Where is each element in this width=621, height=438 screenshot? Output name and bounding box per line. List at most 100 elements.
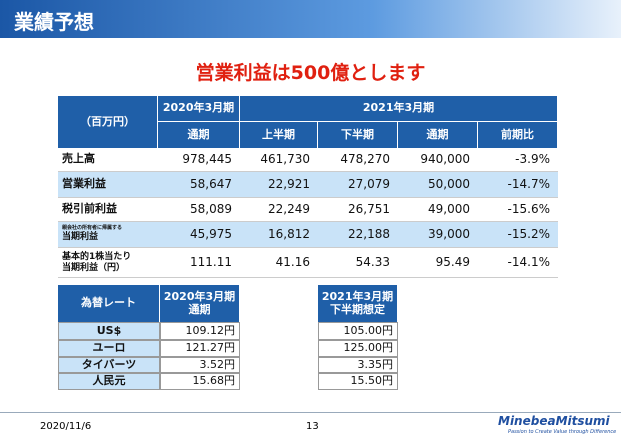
cell-text: タイバーツ — [81, 357, 137, 371]
cell-text: 2021年3月期 — [321, 289, 394, 303]
fx-label: 人民元 — [58, 373, 160, 390]
column-header: 下半期 — [318, 122, 398, 148]
subtitle: 営業利益は500億とします — [195, 62, 426, 84]
cell: -3.9% — [478, 148, 558, 172]
cell-text: 当期利益（円） — [62, 262, 126, 273]
cell-text: -15.2% — [507, 226, 550, 241]
cell-text: （百万円） — [80, 114, 135, 128]
row-label: 税引前利益 — [58, 198, 158, 222]
cell: 22,921 — [240, 172, 318, 198]
fx-next: 3.35円 — [318, 357, 398, 373]
cell: -15.6% — [478, 198, 558, 222]
cell: 45,975 — [158, 222, 240, 248]
cell-text: ユーロ — [92, 341, 126, 355]
cell-text: 58,647 — [190, 176, 232, 191]
cell-text: 478,270 — [340, 151, 390, 166]
row-label: 親会社の所有者に帰属する 当期利益 — [58, 222, 158, 248]
cell-text: 2020年3月期 — [163, 289, 236, 303]
title: 業績予想 — [14, 10, 94, 34]
cell-text: 461,730 — [260, 151, 310, 166]
cell: 978,445 — [158, 148, 240, 172]
cell-text: 前期比 — [501, 127, 534, 141]
cell-text: 22,249 — [268, 201, 310, 216]
cell-text: 41.16 — [275, 254, 310, 269]
row-label: 売上高 — [58, 148, 158, 172]
cell-text: 105.00円 — [343, 323, 394, 337]
column-header: 通期 — [158, 122, 240, 148]
cell-text: 上半期 — [262, 127, 295, 141]
cell: 41.16 — [240, 248, 318, 278]
fx-next-header: 2021年3月期 下半期想定 — [318, 285, 398, 322]
cell-text: 下半期 — [341, 127, 374, 141]
cell: 39,000 — [398, 222, 478, 248]
cell-text: -15.6% — [507, 201, 550, 216]
cell-text: 人民元 — [92, 374, 126, 388]
cell-text: -14.1% — [507, 254, 550, 269]
cell-text: 22,921 — [268, 176, 310, 191]
cell-text: 下半期想定 — [330, 302, 385, 316]
cell-text: 売上高 — [62, 152, 95, 166]
cell-text: 2020年3月期 — [162, 101, 235, 115]
cell-text: 125.00円 — [343, 341, 394, 355]
cell: -14.1% — [478, 248, 558, 278]
cell-text: 22,188 — [348, 226, 390, 241]
footer-line — [0, 412, 621, 413]
cell-text: 95.49 — [435, 254, 470, 269]
cell-text: 27,079 — [348, 176, 390, 191]
cell-text: 111.11 — [190, 254, 232, 269]
cell-text: 3.35円 — [357, 357, 394, 371]
cell-text: 営業利益 — [62, 177, 106, 191]
fx-next: 125.00円 — [318, 340, 398, 357]
cell: 27,079 — [318, 172, 398, 198]
cell: 111.11 — [158, 248, 240, 278]
cell: 478,270 — [318, 148, 398, 172]
cell-text: -14.7% — [507, 176, 550, 191]
fx-next: 105.00円 — [318, 322, 398, 340]
cell-text: 940,000 — [420, 151, 470, 166]
cell-text: 58,089 — [190, 201, 232, 216]
fx-next: 15.50円 — [318, 373, 398, 390]
cell-text: US$ — [96, 323, 122, 337]
fx-prev: 3.52円 — [160, 357, 240, 373]
cell-text: 109.12円 — [185, 323, 236, 337]
cell: 461,730 — [240, 148, 318, 172]
cell-text: 通期 — [426, 127, 449, 141]
cell-text: 税引前利益 — [62, 202, 117, 216]
cell-text: 15.68円 — [192, 374, 236, 388]
cell-text: 26,751 — [348, 201, 390, 216]
row-label: 営業利益 — [58, 172, 158, 198]
fx-label-header: 為替レート — [58, 285, 160, 322]
fx-prev: 15.68円 — [160, 373, 240, 390]
date: 2020/11/6 — [40, 421, 92, 432]
cell: 58,089 — [158, 198, 240, 222]
row-label: 基本的1株当たり 当期利益（円） — [58, 248, 158, 278]
cell: 58,647 — [158, 172, 240, 198]
cell-text: 為替レート — [81, 296, 136, 310]
cell: 49,000 — [398, 198, 478, 222]
header-bar — [0, 0, 621, 38]
next-year-header: 2021年3月期 — [240, 96, 558, 122]
cell-text: 通期 — [187, 127, 210, 141]
cell-text: 2021年3月期 — [362, 101, 435, 115]
fx-label: US$ — [58, 322, 160, 340]
cell-text: 54.33 — [355, 254, 390, 269]
cell-text: 50,000 — [428, 176, 470, 191]
fx-label: ユーロ — [58, 340, 160, 357]
cell-text: -3.9% — [515, 151, 550, 166]
fx-prev: 109.12円 — [160, 322, 240, 340]
cell: 50,000 — [398, 172, 478, 198]
cell: 16,812 — [240, 222, 318, 248]
column-header: 上半期 — [240, 122, 318, 148]
cell: 95.49 — [398, 248, 478, 278]
cell-text: 45,975 — [190, 226, 232, 241]
cell-text: 15.50円 — [350, 374, 394, 388]
cell: 940,000 — [398, 148, 478, 172]
cell: -15.2% — [478, 222, 558, 248]
fx-prev: 121.27円 — [160, 340, 240, 357]
cell: 22,188 — [318, 222, 398, 248]
cell: 22,249 — [240, 198, 318, 222]
column-header: 通期 — [398, 122, 478, 148]
page-number: 13 — [306, 421, 319, 432]
cell-text: 121.27円 — [185, 341, 236, 355]
